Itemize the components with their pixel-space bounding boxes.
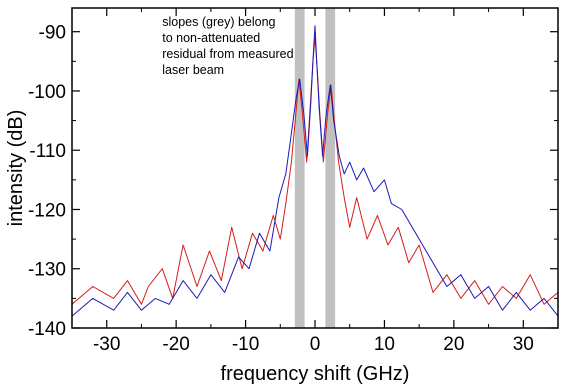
y-tick-label: -130 xyxy=(28,260,66,281)
x-tick-label: 0 xyxy=(310,334,321,355)
series-lines xyxy=(71,25,559,317)
series-line-0 xyxy=(71,37,559,305)
annotation-line: to non-attenuated xyxy=(162,31,260,45)
grey-band-0 xyxy=(294,8,305,328)
annotation-line: slopes (grey) belong xyxy=(162,15,275,29)
annotation-line: laser beam xyxy=(162,63,224,77)
annotation-line: residual from measured xyxy=(162,47,293,61)
x-tick-label: 10 xyxy=(374,334,395,355)
x-ticks: -30 -20 -10 0 10 20 30 xyxy=(71,8,559,355)
grey-slope-bands xyxy=(294,8,336,328)
y-tick-label: -90 xyxy=(39,23,66,44)
series-line-1 xyxy=(71,25,559,317)
y-ticks: -140 -130 -120 -110 -100 -90 xyxy=(28,23,558,340)
x-tick-label: -30 xyxy=(93,334,120,355)
x-axis-label: frequency shift (GHz) xyxy=(221,363,410,385)
grey-band-1 xyxy=(325,8,336,328)
y-tick-label: -100 xyxy=(28,82,66,103)
y-tick-label: -120 xyxy=(28,200,66,221)
x-tick-label: 30 xyxy=(513,334,534,355)
y-tick-label: -140 xyxy=(28,319,66,340)
plot-frame xyxy=(71,7,559,329)
x-tick-label: -10 xyxy=(232,334,259,355)
x-tick-label: 20 xyxy=(443,334,464,355)
y-tick-label: -110 xyxy=(29,141,66,162)
y-axis-label: intensity (dB) xyxy=(5,110,27,227)
annotation-text: slopes (grey) belong to non-attenuated res… xyxy=(162,15,293,77)
x-tick-label: -20 xyxy=(162,334,189,355)
